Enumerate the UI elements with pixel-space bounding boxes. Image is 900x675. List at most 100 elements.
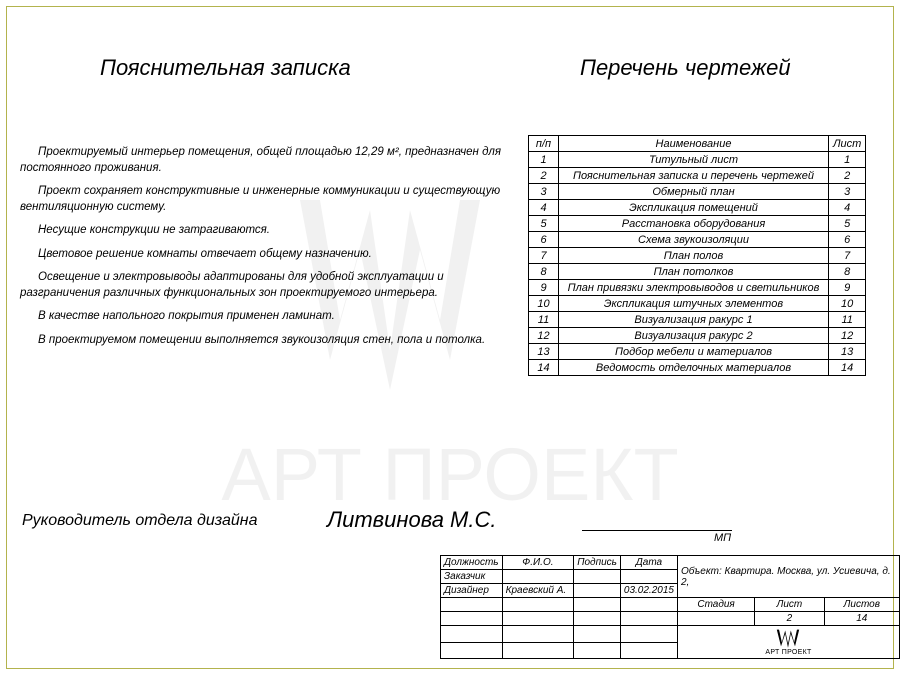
table-row: 8План потолков8 bbox=[529, 264, 866, 280]
cell-number: 11 bbox=[529, 312, 559, 328]
note-paragraph: Проект сохраняет конструктивные и инжене… bbox=[20, 184, 510, 215]
stamp-label-sheet: Лист bbox=[755, 598, 824, 612]
table-row: 12Визуализация ракурс 212 bbox=[529, 328, 866, 344]
cell-sheet: 7 bbox=[829, 248, 866, 264]
cell-number: 4 bbox=[529, 200, 559, 216]
cell-number: 3 bbox=[529, 184, 559, 200]
note-paragraph: Цветовое решение комнаты отвечает общему… bbox=[20, 247, 510, 263]
stamp-cell bbox=[502, 570, 574, 584]
signature-name: Литвинова М.С. bbox=[327, 507, 497, 533]
cell-name: План полов bbox=[559, 248, 829, 264]
table-row: 1Титульный лист1 bbox=[529, 152, 866, 168]
stamp-row: 2 14 bbox=[441, 612, 900, 626]
table-row: 11Визуализация ракурс 111 bbox=[529, 312, 866, 328]
cell-sheet: 14 bbox=[829, 360, 866, 376]
table-row: 14Ведомость отделочных материалов14 bbox=[529, 360, 866, 376]
cell-number: 12 bbox=[529, 328, 559, 344]
stamp-cell bbox=[574, 570, 621, 584]
stamp-label-fio: Ф.И.О. bbox=[502, 556, 574, 570]
cell-name: Ведомость отделочных материалов bbox=[559, 360, 829, 376]
stamp-cell bbox=[574, 598, 621, 612]
cell-number: 5 bbox=[529, 216, 559, 232]
signature-mp: МП bbox=[714, 532, 731, 544]
stamp-label-post: Должность bbox=[441, 556, 503, 570]
stamp-cell bbox=[620, 598, 677, 612]
cell-number: 2 bbox=[529, 168, 559, 184]
stamp-label-sheets: Листов bbox=[824, 598, 899, 612]
col-sheet: Лист bbox=[829, 136, 866, 152]
stamp-cell bbox=[574, 642, 621, 659]
cell-number: 14 bbox=[529, 360, 559, 376]
stamp-cell bbox=[441, 598, 503, 612]
note-paragraph: Несущие конструкции не затрагиваются. bbox=[20, 223, 510, 239]
stamp-object: Объект: Квартира. Москва, ул. Усиевича, … bbox=[677, 556, 899, 598]
stamp-client-label: Заказчик bbox=[441, 570, 503, 584]
stamp-cell bbox=[441, 612, 503, 626]
stamp-cell bbox=[574, 584, 621, 598]
cell-number: 13 bbox=[529, 344, 559, 360]
stamp-cell bbox=[574, 626, 621, 643]
cell-sheet: 5 bbox=[829, 216, 866, 232]
table-row: 6Схема звукоизоляции6 bbox=[529, 232, 866, 248]
stamp-object-prefix: Объект: bbox=[681, 566, 722, 577]
stamp-designer-date: 03.02.2015 bbox=[620, 584, 677, 598]
col-name: Наименование bbox=[559, 136, 829, 152]
table-row: 9План привязки электровыводов и светильн… bbox=[529, 280, 866, 296]
stamp-cell bbox=[502, 642, 574, 659]
cell-sheet: 12 bbox=[829, 328, 866, 344]
col-number: п/п bbox=[529, 136, 559, 152]
cell-number: 8 bbox=[529, 264, 559, 280]
note-paragraph: Освещение и электровыводы адаптированы д… bbox=[20, 270, 510, 301]
note-paragraph: В качестве напольного покрытия применен … bbox=[20, 309, 510, 325]
stamp-cell bbox=[620, 642, 677, 659]
stamp-cell bbox=[441, 642, 503, 659]
stamp-sheet-no: 2 bbox=[755, 612, 824, 626]
table-row: 10Экспликация штучных элементов10 bbox=[529, 296, 866, 312]
signature-role: Руководитель отдела дизайна bbox=[22, 512, 257, 529]
cell-name: Обмерный план bbox=[559, 184, 829, 200]
heading-drawing-list: Перечень чертежей bbox=[580, 55, 791, 81]
stamp-cell bbox=[502, 612, 574, 626]
stamp-cell bbox=[502, 626, 574, 643]
stamp-row: АРТ ПРОЕКТ bbox=[441, 626, 900, 643]
table-row: 4Экспликация помещений4 bbox=[529, 200, 866, 216]
stamp-stage-value bbox=[677, 612, 754, 626]
cell-name: Пояснительная записка и перечень чертеже… bbox=[559, 168, 829, 184]
cell-sheet: 8 bbox=[829, 264, 866, 280]
stamp-designer-name: Краевский А. bbox=[502, 584, 574, 598]
cell-name: План привязки электровыводов и светильни… bbox=[559, 280, 829, 296]
cell-sheet: 4 bbox=[829, 200, 866, 216]
cell-number: 6 bbox=[529, 232, 559, 248]
cell-sheet: 11 bbox=[829, 312, 866, 328]
stamp-label-sign: Подпись bbox=[574, 556, 621, 570]
logo-icon bbox=[774, 628, 802, 648]
table-row: 13Подбор мебели и материалов13 bbox=[529, 344, 866, 360]
note-paragraph: В проектируемом помещении выполняется зв… bbox=[20, 333, 510, 349]
cell-number: 7 bbox=[529, 248, 559, 264]
cell-sheet: 9 bbox=[829, 280, 866, 296]
cell-name: Визуализация ракурс 1 bbox=[559, 312, 829, 328]
cell-sheet: 10 bbox=[829, 296, 866, 312]
explanatory-note-body: Проектируемый интерьер помещения, общей … bbox=[20, 145, 510, 356]
table-header-row: п/п Наименование Лист bbox=[529, 136, 866, 152]
stamp-sheets-total: 14 bbox=[824, 612, 899, 626]
cell-name: План потолков bbox=[559, 264, 829, 280]
table-row: 3Обмерный план3 bbox=[529, 184, 866, 200]
stamp-row: Стадия Лист Листов bbox=[441, 598, 900, 612]
table-row: 2Пояснительная записка и перечень чертеж… bbox=[529, 168, 866, 184]
stamp-logo-cell: АРТ ПРОЕКТ bbox=[677, 626, 899, 659]
stamp-label-stage: Стадия bbox=[677, 598, 754, 612]
cell-sheet: 3 bbox=[829, 184, 866, 200]
cell-name: Расстановка оборудования bbox=[559, 216, 829, 232]
cell-name: Схема звукоизоляции bbox=[559, 232, 829, 248]
cell-sheet: 1 bbox=[829, 152, 866, 168]
cell-name: Визуализация ракурс 2 bbox=[559, 328, 829, 344]
logo-text: АРТ ПРОЕКТ bbox=[680, 649, 897, 656]
note-paragraph: Проектируемый интерьер помещения, общей … bbox=[20, 145, 510, 176]
stamp-designer-label: Дизайнер bbox=[441, 584, 503, 598]
cell-name: Экспликация штучных элементов bbox=[559, 296, 829, 312]
drawings-table: п/п Наименование Лист 1Титульный лист12П… bbox=[528, 135, 866, 376]
stamp-cell bbox=[620, 612, 677, 626]
title-block-stamp: Должность Ф.И.О. Подпись Дата Объект: Кв… bbox=[440, 555, 900, 659]
table-row: 7План полов7 bbox=[529, 248, 866, 264]
